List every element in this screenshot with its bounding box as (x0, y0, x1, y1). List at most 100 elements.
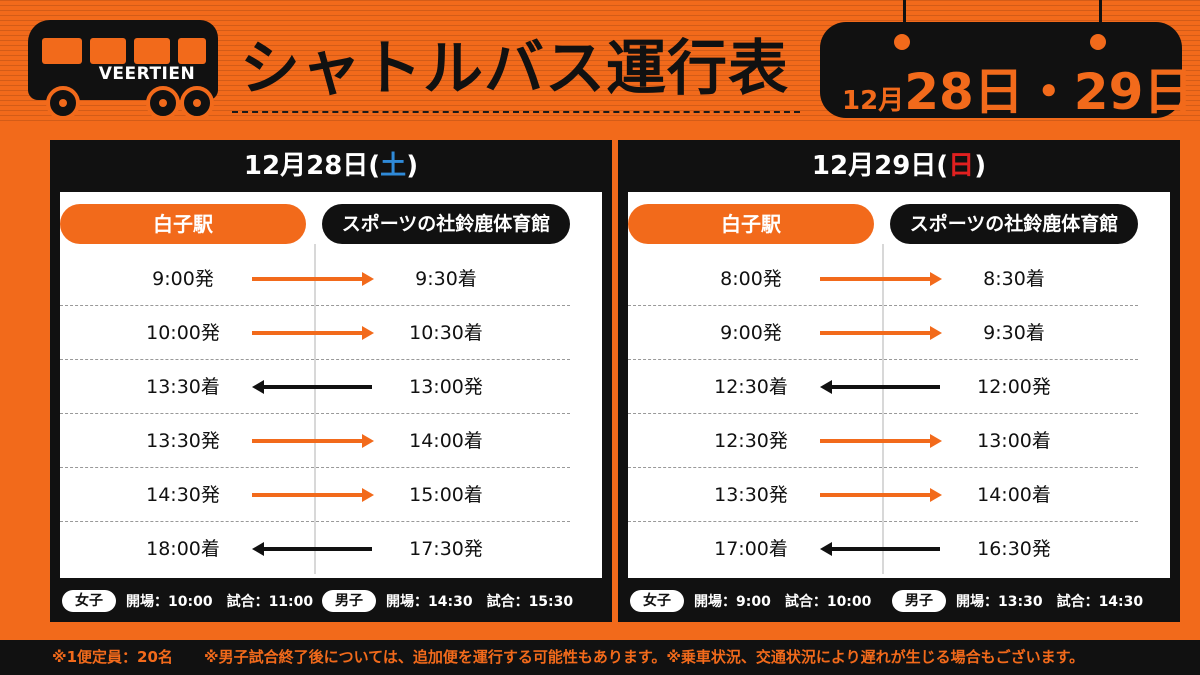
row-separator (60, 521, 570, 522)
gym-time: 10:30着 (409, 322, 483, 344)
capacity-note: ※1便定員：20名 (52, 648, 173, 666)
men-schedule-info: 開場：14:30 試合：15:30 (386, 594, 574, 610)
schedule-panel-dec28: 12月28日(土) 白子駅 スポーツの社鈴鹿体育館 9:00発 9:30着 10:0… (50, 140, 612, 622)
arrow-right-icon (252, 488, 374, 502)
women-schedule-info: 開場：9:00 試合：10:00 (694, 594, 872, 610)
table-row: 13:30発 14:00着 (60, 414, 570, 468)
column-divider (882, 244, 884, 574)
panel-date-title: 12月28日(土) (50, 140, 612, 192)
gym-time: 8:30着 (983, 268, 1045, 290)
row-separator (628, 467, 1138, 468)
sign-string (1099, 0, 1102, 40)
extra-service-note: ※男子試合終了後については、追加便を運行する可能性もあります。※乗車状況、交通状… (204, 648, 1085, 666)
date-sign-day2: 29日 (1073, 63, 1194, 121)
women-tag: 女子 (630, 590, 684, 612)
row-separator (628, 305, 1138, 306)
arrow-right-icon (820, 326, 942, 340)
panel-date-suffix: ) (406, 151, 419, 181)
gym-time: 14:00着 (977, 484, 1051, 506)
table-row: 8:00発 8:30着 (628, 252, 1138, 306)
arrow-left-icon (820, 542, 940, 556)
table-row: 13:30着 13:00発 (60, 360, 570, 414)
bus-window (134, 38, 170, 64)
sign-hole (1090, 34, 1106, 50)
row-separator (628, 413, 1138, 414)
table-row: 17:00着 16:30発 (628, 522, 1138, 576)
arrow-right-icon (820, 434, 942, 448)
table-row: 14:30発 15:00着 (60, 468, 570, 522)
panel-date-suffix: ) (974, 151, 987, 181)
row-separator (628, 521, 1138, 522)
arrow-right-icon (820, 272, 942, 286)
women-schedule-info: 開場：10:00 試合：11:00 (126, 594, 314, 610)
station-label-shiroko: 白子駅 (628, 204, 874, 244)
footer-notes-bar: ※1便定員：20名 ※男子試合終了後については、追加便を運行する可能性もあります… (0, 640, 1200, 675)
shiroko-time: 13:30発 (146, 430, 220, 452)
table-row: 18:00着 17:30発 (60, 522, 570, 576)
shiroko-time: 13:30発 (714, 484, 788, 506)
venue-label-gym: スポーツの社鈴鹿体育館 (322, 204, 570, 244)
date-sign-text: 12月28日・29日 (842, 52, 1193, 124)
date-sign: 12月28日・29日 (820, 22, 1193, 121)
title-underline (232, 111, 800, 113)
arrow-right-icon (820, 488, 942, 502)
row-separator (60, 467, 570, 468)
shiroko-time: 8:00発 (720, 268, 782, 290)
station-label-shiroko: 白子駅 (60, 204, 306, 244)
shiroko-time: 9:00発 (152, 268, 214, 290)
sign-hole (894, 34, 910, 50)
date-sign-day1: 28日 (904, 63, 1024, 121)
bus-window (178, 38, 206, 64)
gym-time: 16:30発 (977, 538, 1051, 560)
bus-wheel (146, 86, 180, 120)
table-row: 9:00発 9:30着 (628, 306, 1138, 360)
row-separator (60, 413, 570, 414)
table-row: 12:30発 13:00着 (628, 414, 1138, 468)
arrow-right-icon (252, 434, 374, 448)
men-schedule-info: 開場：13:30 試合：14:30 (956, 594, 1144, 610)
gym-time: 12:00発 (977, 376, 1051, 398)
panel-date-prefix: 12月29日( (811, 151, 949, 181)
gym-time: 14:00着 (409, 430, 483, 452)
shiroko-time: 9:00発 (720, 322, 782, 344)
venue-label-gym: スポーツの社鈴鹿体育館 (890, 204, 1138, 244)
panel-date-title: 12月29日(日) (618, 140, 1180, 192)
column-divider (314, 244, 316, 574)
day-of-week-sunday: 日 (948, 151, 975, 181)
row-separator (628, 359, 1138, 360)
table-row: 13:30発 14:00着 (628, 468, 1138, 522)
bus-window (90, 38, 126, 64)
arrow-left-icon (252, 542, 372, 556)
panel-date-prefix: 12月28日( (243, 151, 381, 181)
sign-string (903, 0, 906, 40)
panel-footer: 女子 開場：10:00 試合：11:00 男子 開場：14:30 試合：15:3… (50, 580, 612, 622)
shiroko-time: 17:00着 (714, 538, 788, 560)
table-row: 9:00発 9:30着 (60, 252, 570, 306)
table-row: 10:00発 10:30着 (60, 306, 570, 360)
gym-time: 13:00着 (977, 430, 1051, 452)
arrow-right-icon (252, 272, 374, 286)
timetable: 白子駅 スポーツの社鈴鹿体育館 8:00発 8:30着 9:00発 9:30着 12:3… (628, 192, 1170, 578)
shiroko-time: 14:30発 (146, 484, 220, 506)
bus-logo: VEERTIEN (28, 20, 218, 120)
row-separator (60, 305, 570, 306)
bus-wheel (46, 86, 80, 120)
gym-time: 17:30発 (409, 538, 483, 560)
bus-window (42, 38, 82, 64)
bus-wheel (180, 86, 214, 120)
gym-time: 15:00着 (409, 484, 483, 506)
men-tag: 男子 (322, 590, 376, 612)
day-of-week-saturday: 土 (380, 151, 407, 181)
arrow-right-icon (252, 326, 374, 340)
shiroko-time: 10:00発 (146, 322, 220, 344)
shiroko-time: 12:30着 (714, 376, 788, 398)
table-row: 12:30着 12:00発 (628, 360, 1138, 414)
panel-footer: 女子 開場：9:00 試合：10:00 男子 開場：13:30 試合：14:30 (618, 580, 1180, 622)
shiroko-time: 13:30着 (146, 376, 220, 398)
men-tag: 男子 (892, 590, 946, 612)
date-sign-separator: ・ (1023, 63, 1074, 121)
gym-time: 9:30着 (415, 268, 477, 290)
shiroko-time: 18:00着 (146, 538, 220, 560)
women-tag: 女子 (62, 590, 116, 612)
schedule-panel-dec29: 12月29日(日) 白子駅 スポーツの社鈴鹿体育館 8:00発 8:30着 9:00… (618, 140, 1180, 622)
